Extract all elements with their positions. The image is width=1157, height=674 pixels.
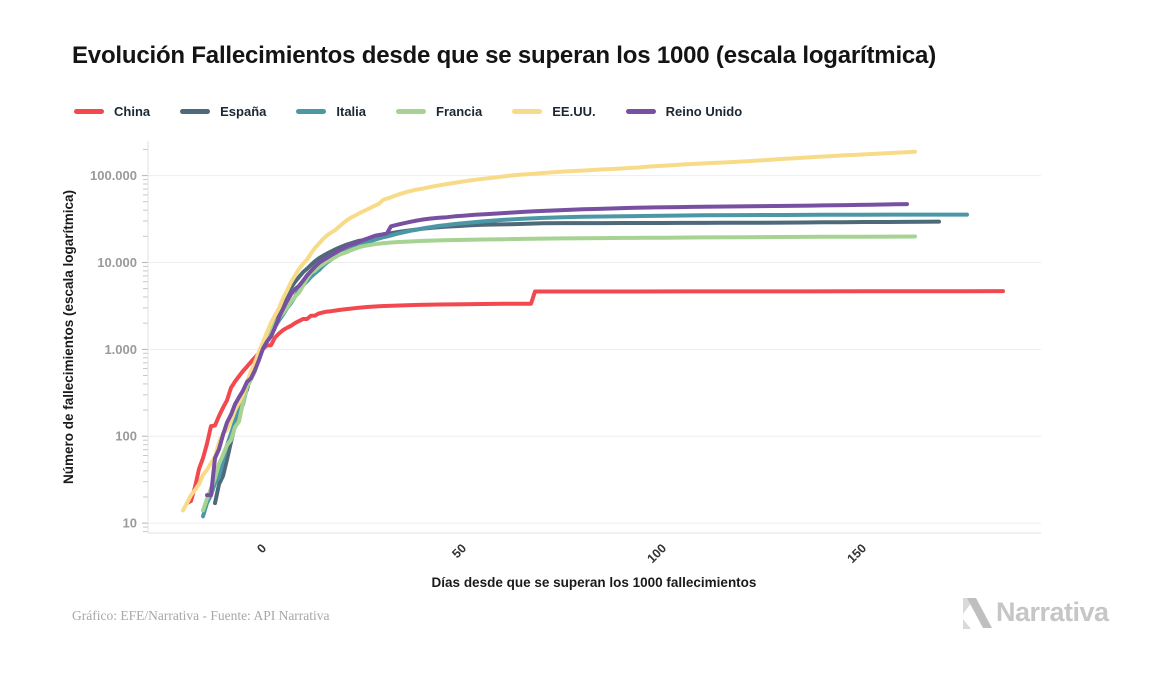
- y-axis-title: Número de fallecimientos (escala logarít…: [61, 190, 76, 484]
- legend-label: China: [114, 104, 151, 119]
- legend-label: España: [220, 104, 267, 119]
- legend-swatch: [625, 109, 656, 114]
- narrativa-logo-text: Narrativa: [996, 597, 1109, 627]
- x-tick-label: 150: [844, 541, 869, 566]
- legend-swatch: [396, 109, 426, 114]
- y-tick-label: 1.000: [104, 342, 137, 357]
- legend-label: EE.UU.: [552, 104, 596, 119]
- narrativa-logo-icon: [963, 598, 992, 629]
- chart-title: Evolución Fallecimientos desde que se su…: [72, 42, 937, 69]
- axis-ticks: [142, 148, 148, 533]
- legend-swatch: [512, 109, 543, 114]
- y-tick-label: 10: [123, 516, 137, 531]
- legend-item-espa-a[interactable]: España: [180, 104, 266, 119]
- series-line-china: [185, 289, 1005, 506]
- legend-label: Francia: [436, 104, 483, 119]
- x-tick-label: 0: [254, 541, 269, 556]
- y-tick-label: 10.000: [97, 255, 137, 270]
- legend-swatch: [296, 109, 327, 114]
- grid-lines: [148, 175, 1041, 524]
- legend-item-china[interactable]: China: [74, 104, 150, 119]
- y-tick-label: 100: [115, 429, 137, 444]
- legend-label: Reino Unido: [665, 104, 743, 119]
- series-lines: [181, 149, 1005, 519]
- series-line-reino-unido: [205, 202, 909, 498]
- x-tick-label: 100: [644, 541, 669, 566]
- credit-text: Gráfico: EFE/Narrativa - Fuente: API Nar…: [72, 608, 330, 623]
- legend-swatch: [180, 109, 211, 114]
- series-line-francia: [201, 234, 917, 513]
- narrativa-logo: Narrativa: [962, 596, 1109, 629]
- x-axis-title: Días desde que se superan los 1000 falle…: [432, 575, 757, 590]
- legend-swatch: [74, 109, 104, 114]
- legend-item-reino-unido[interactable]: Reino Unido: [625, 104, 743, 119]
- legend-label: Italia: [336, 104, 366, 119]
- axis-lines: [147, 141, 1041, 534]
- legend: China España Italia Francia EE.UU. Reino Unid…: [74, 104, 742, 119]
- legend-item-ee-uu-[interactable]: EE.UU.: [512, 104, 596, 119]
- y-tick-label: 100.000: [90, 168, 137, 183]
- legend-item-italia[interactable]: Italia: [296, 104, 366, 119]
- x-tick-label: 50: [449, 541, 469, 561]
- legend-item-francia[interactable]: Francia: [396, 104, 482, 119]
